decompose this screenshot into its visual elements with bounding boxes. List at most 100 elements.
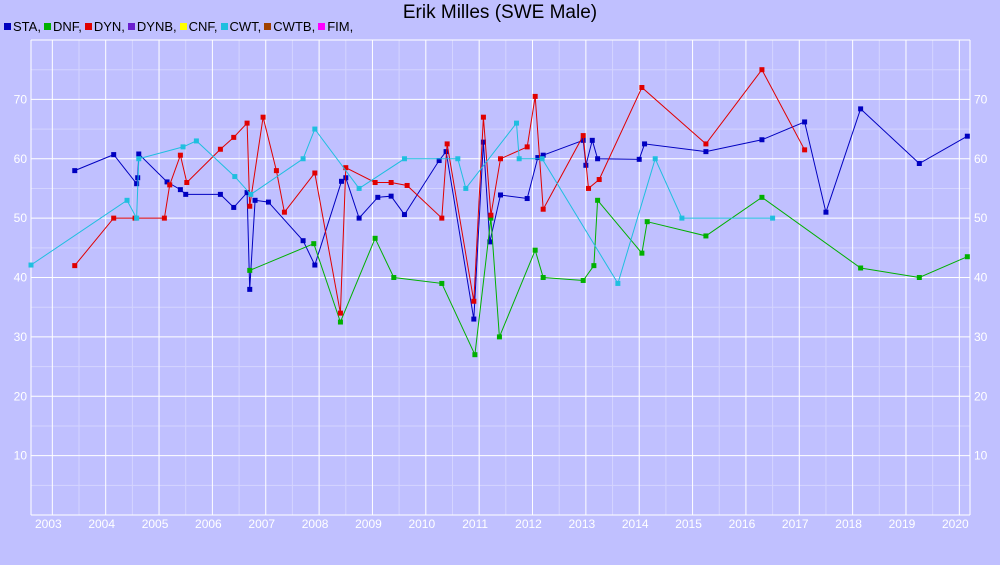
y-tick-label-left: 60: [14, 152, 28, 166]
data-point-dnf: [964, 254, 970, 260]
data-point-dyn: [580, 133, 586, 139]
legend-item: STA,: [4, 19, 41, 34]
data-point-dyn: [540, 206, 546, 212]
x-tick-label: 2008: [302, 517, 329, 531]
data-point-cwt: [193, 138, 199, 144]
data-point-dyn: [161, 215, 167, 221]
legend-label: CWT,: [229, 19, 262, 34]
data-point-dnf: [391, 275, 397, 280]
y-tick-label-left: 70: [14, 92, 28, 106]
series-cwt: [28, 120, 776, 286]
data-point-dyn: [498, 156, 503, 162]
data-point-cwt: [539, 156, 545, 162]
x-tick-label: 2007: [248, 517, 275, 531]
data-point-cwt: [312, 126, 318, 132]
data-point-dyn: [524, 144, 530, 150]
legend-item: DNF,: [43, 19, 82, 34]
legend-item: DYN,: [84, 19, 125, 34]
data-point-sta: [642, 141, 648, 147]
grid-lines: [30, 39, 971, 516]
data-point-sta: [471, 316, 477, 322]
y-tick-label-right: 50: [974, 211, 988, 225]
data-point-dnf: [916, 275, 922, 280]
legend-swatch: [84, 23, 92, 30]
data-point-cwt: [28, 262, 34, 268]
data-point-dnf: [496, 334, 502, 340]
data-point-cwt: [124, 197, 130, 203]
x-tick-label: 2017: [782, 517, 809, 531]
x-tick-label: 2019: [889, 517, 916, 531]
series-line-sta: [74, 108, 968, 320]
series-sta: [72, 106, 970, 322]
legend-swatch: [4, 23, 11, 30]
legend-item: FIM,: [318, 19, 353, 34]
data-point-dyn: [488, 212, 494, 218]
series-line-dyn: [74, 68, 806, 314]
y-tick-label-left: 10: [14, 449, 28, 463]
y-tick-label-right: 40: [974, 271, 988, 285]
x-tick-label: 2010: [408, 517, 435, 531]
data-point-cwt: [300, 156, 306, 162]
data-point-dnf: [644, 219, 650, 225]
data-point-sta: [823, 209, 829, 215]
data-point-dyn: [281, 209, 287, 215]
data-point-dnf: [759, 194, 765, 200]
data-point-cwt: [463, 185, 469, 191]
data-point-dyn: [273, 168, 279, 174]
legend: STA, DNF, DYN, DYNB, CNF, CWT, CWTB, FIM,: [4, 19, 356, 34]
legend-item: CWT,: [220, 19, 262, 34]
y-tick-label-left: 40: [14, 271, 28, 285]
data-point-dyn: [372, 180, 378, 185]
data-point-dyn: [184, 180, 190, 185]
data-point-sta: [265, 199, 271, 205]
data-point-cwt: [248, 191, 254, 197]
legend-label: DYNB,: [136, 19, 177, 34]
data-point-dyn: [444, 141, 450, 147]
data-point-cwt: [516, 156, 522, 162]
data-point-dyn: [388, 180, 394, 185]
x-tick-label: 2009: [355, 517, 382, 531]
data-point-dnf: [639, 250, 645, 256]
data-point-dnf: [472, 352, 478, 358]
data-point-dnf: [532, 247, 538, 253]
data-point-sta: [134, 181, 140, 187]
data-point-cwt: [770, 215, 776, 221]
data-point-cwt: [401, 156, 407, 162]
data-point-dyn: [247, 203, 253, 209]
legend-label: CWTB,: [273, 19, 316, 34]
y-tick-label-right: 60: [974, 152, 988, 166]
data-point-dnf: [595, 197, 601, 203]
data-point-dyn: [177, 152, 183, 158]
data-point-sta: [375, 194, 381, 200]
series-layer: [28, 67, 970, 358]
y-tick-label-left: 20: [14, 389, 28, 403]
data-point-sta: [136, 151, 142, 157]
legend-label: DYN,: [93, 19, 125, 34]
series-dnf: [247, 194, 970, 358]
x-tick-label: 2012: [515, 517, 542, 531]
y-tick-label-right: 20: [974, 389, 988, 403]
x-tick-label: 2015: [675, 517, 702, 531]
data-point-dyn: [217, 146, 223, 152]
data-point-dyn: [167, 182, 173, 188]
data-point-cwt: [615, 280, 621, 286]
data-point-sta: [217, 191, 223, 197]
data-point-sta: [164, 179, 170, 185]
y-tick-label-right: 10: [974, 449, 988, 463]
legend-swatch: [43, 23, 51, 30]
data-point-sta: [312, 262, 318, 268]
data-point-dyn: [703, 141, 709, 147]
data-point-sta: [540, 152, 546, 158]
data-point-cwt: [180, 144, 186, 150]
data-point-sta: [356, 215, 362, 221]
data-point-cwt: [134, 215, 140, 221]
y-tick-label-right: 30: [974, 330, 988, 344]
data-point-dyn: [312, 170, 318, 176]
legend-swatch: [318, 23, 326, 30]
legend-label: FIM,: [327, 19, 354, 34]
chart-title: Erik Milles (SWE Male): [402, 2, 598, 23]
data-point-dyn: [439, 215, 445, 221]
data-point-dnf: [703, 233, 709, 239]
data-point-dyn: [404, 182, 410, 188]
